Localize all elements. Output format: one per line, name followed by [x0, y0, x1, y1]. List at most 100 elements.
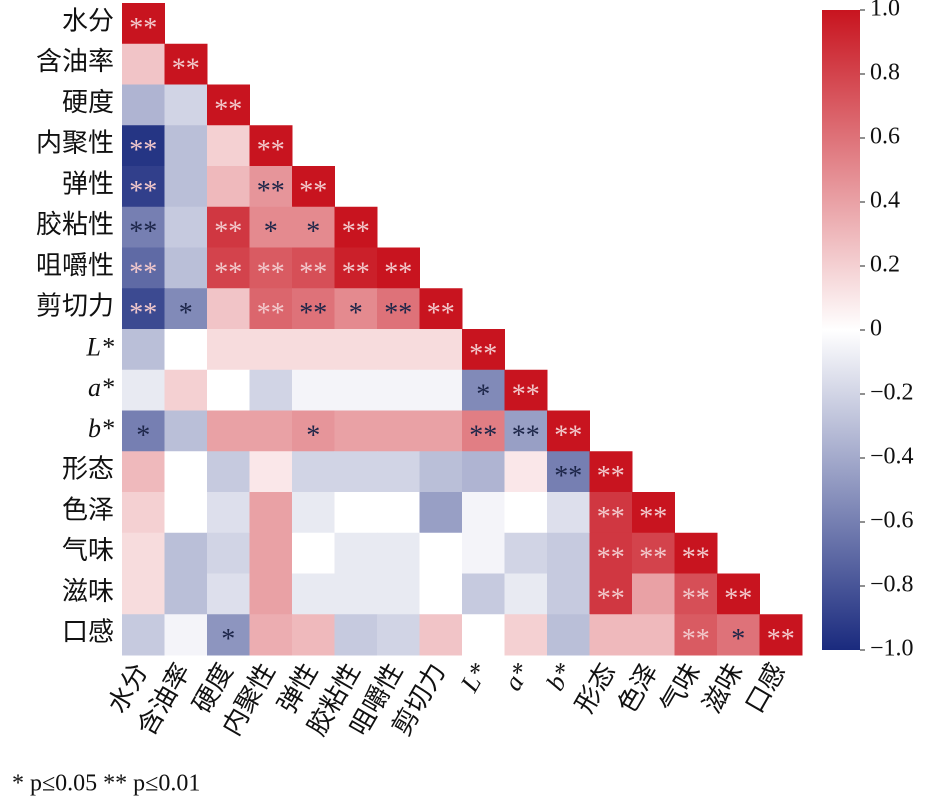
y-tick-label: 硬度 [62, 88, 114, 117]
heatmap-cell [249, 125, 293, 167]
heatmap-cell [674, 614, 718, 656]
heatmap-cell [164, 84, 208, 126]
heatmap-cell [674, 573, 718, 615]
heatmap-cell [207, 247, 250, 289]
heatmap-cell [504, 451, 548, 493]
heatmap-cell [462, 329, 505, 371]
heatmap-cell [419, 451, 463, 493]
significance-mark: * [306, 217, 320, 248]
significance-mark: ** [597, 543, 625, 574]
heatmap-cell [207, 410, 250, 452]
significance-mark: ** [597, 502, 625, 533]
heatmap-cell [589, 573, 633, 615]
heatmap-cell [589, 614, 633, 656]
heatmap-cell [504, 532, 548, 574]
heatmap-cell [334, 492, 378, 534]
y-tick-label: 胶粘性 [36, 210, 114, 239]
heatmap-cell [632, 492, 675, 534]
significance-mark: * [221, 624, 235, 655]
heatmap-cell [207, 84, 250, 126]
significance-mark: ** [214, 217, 242, 248]
heatmap-cell [547, 573, 590, 615]
heatmap-cell [419, 492, 463, 534]
heatmap-cell [164, 369, 208, 411]
heatmap-cell [207, 206, 250, 248]
y-tick-label: L* [86, 332, 114, 361]
heatmap-cell [419, 410, 463, 452]
heatmap-cell [122, 532, 165, 574]
heatmap-cell [462, 369, 505, 411]
x-tick-label: 色泽 [612, 658, 663, 718]
heatmap-cell [249, 573, 293, 615]
x-tick-label: 气味 [655, 658, 706, 718]
heatmap-cell [249, 532, 293, 574]
y-tick-label: 内聚性 [36, 129, 114, 158]
heatmap-cell [122, 329, 165, 371]
significance-mark: ** [554, 461, 582, 492]
colorbar-tick-label: 0.6 [870, 124, 900, 150]
heatmap-cell [292, 492, 335, 534]
heatmap-cell [207, 573, 250, 615]
heatmap-cell [462, 532, 505, 574]
significance-note: * p≤0.05 ** p≤0.01 [12, 771, 200, 797]
heatmap-cell [164, 247, 208, 289]
heatmap-cell [377, 614, 420, 656]
heatmap-cell [334, 247, 378, 289]
heatmap-cell [292, 369, 335, 411]
significance-mark: ** [512, 420, 540, 451]
heatmap-cell [292, 206, 335, 248]
heatmap-cell [122, 43, 165, 85]
heatmap-cell [207, 614, 250, 656]
heatmap-cell [632, 573, 675, 615]
heatmap-cell [377, 369, 420, 411]
x-tick-label: L* [454, 658, 493, 697]
heatmap-cell [122, 573, 165, 615]
heatmap-cell [334, 614, 378, 656]
y-tick-label: 水分 [62, 6, 114, 35]
heatmap-cell [249, 451, 293, 493]
significance-mark: ** [257, 257, 285, 288]
significance-mark: ** [767, 624, 795, 655]
significance-mark: ** [257, 135, 285, 166]
significance-mark: * [306, 420, 320, 451]
heatmap-cell [122, 451, 165, 493]
heatmap-cell [377, 410, 420, 452]
colorbar-tick-label: 0 [870, 316, 882, 342]
significance-mark: ** [214, 257, 242, 288]
heatmap-cell [122, 369, 165, 411]
heatmap-cell [249, 329, 293, 371]
significance-mark: ** [597, 461, 625, 492]
heatmap-cell [504, 573, 548, 615]
significance-mark: ** [427, 298, 455, 329]
heatmap-cell [249, 410, 293, 452]
heatmap-cell [334, 288, 378, 330]
significance-mark: * [349, 298, 363, 329]
heatmap-cell [164, 492, 208, 534]
heatmap-cell [504, 492, 548, 534]
y-tick-label: 口感 [62, 618, 114, 647]
heatmap-cell [632, 614, 675, 656]
heatmap-cell [122, 3, 165, 45]
heatmap-cell [377, 451, 420, 493]
heatmap-cell [717, 573, 760, 615]
y-tick-label: 气味 [62, 536, 114, 565]
heatmap-cell [164, 43, 208, 85]
significance-mark: ** [299, 298, 327, 329]
heatmap-cell [419, 329, 463, 371]
heatmap-cell [164, 288, 208, 330]
heatmap-cell [292, 532, 335, 574]
heatmap-cell [164, 614, 208, 656]
heatmap-cell [547, 410, 590, 452]
y-tick-label: 咀嚼性 [36, 251, 114, 280]
heatmap-cell [589, 492, 633, 534]
heatmap-cell [334, 369, 378, 411]
heatmap-cell [249, 166, 293, 208]
heatmap-cell [377, 329, 420, 371]
significance-mark: ** [469, 420, 497, 451]
significance-mark: ** [299, 257, 327, 288]
heatmap-cell [122, 84, 165, 126]
significance-mark: ** [639, 543, 667, 574]
colorbar-tick-label: 0.8 [870, 60, 900, 86]
heatmap-cell [674, 532, 718, 574]
